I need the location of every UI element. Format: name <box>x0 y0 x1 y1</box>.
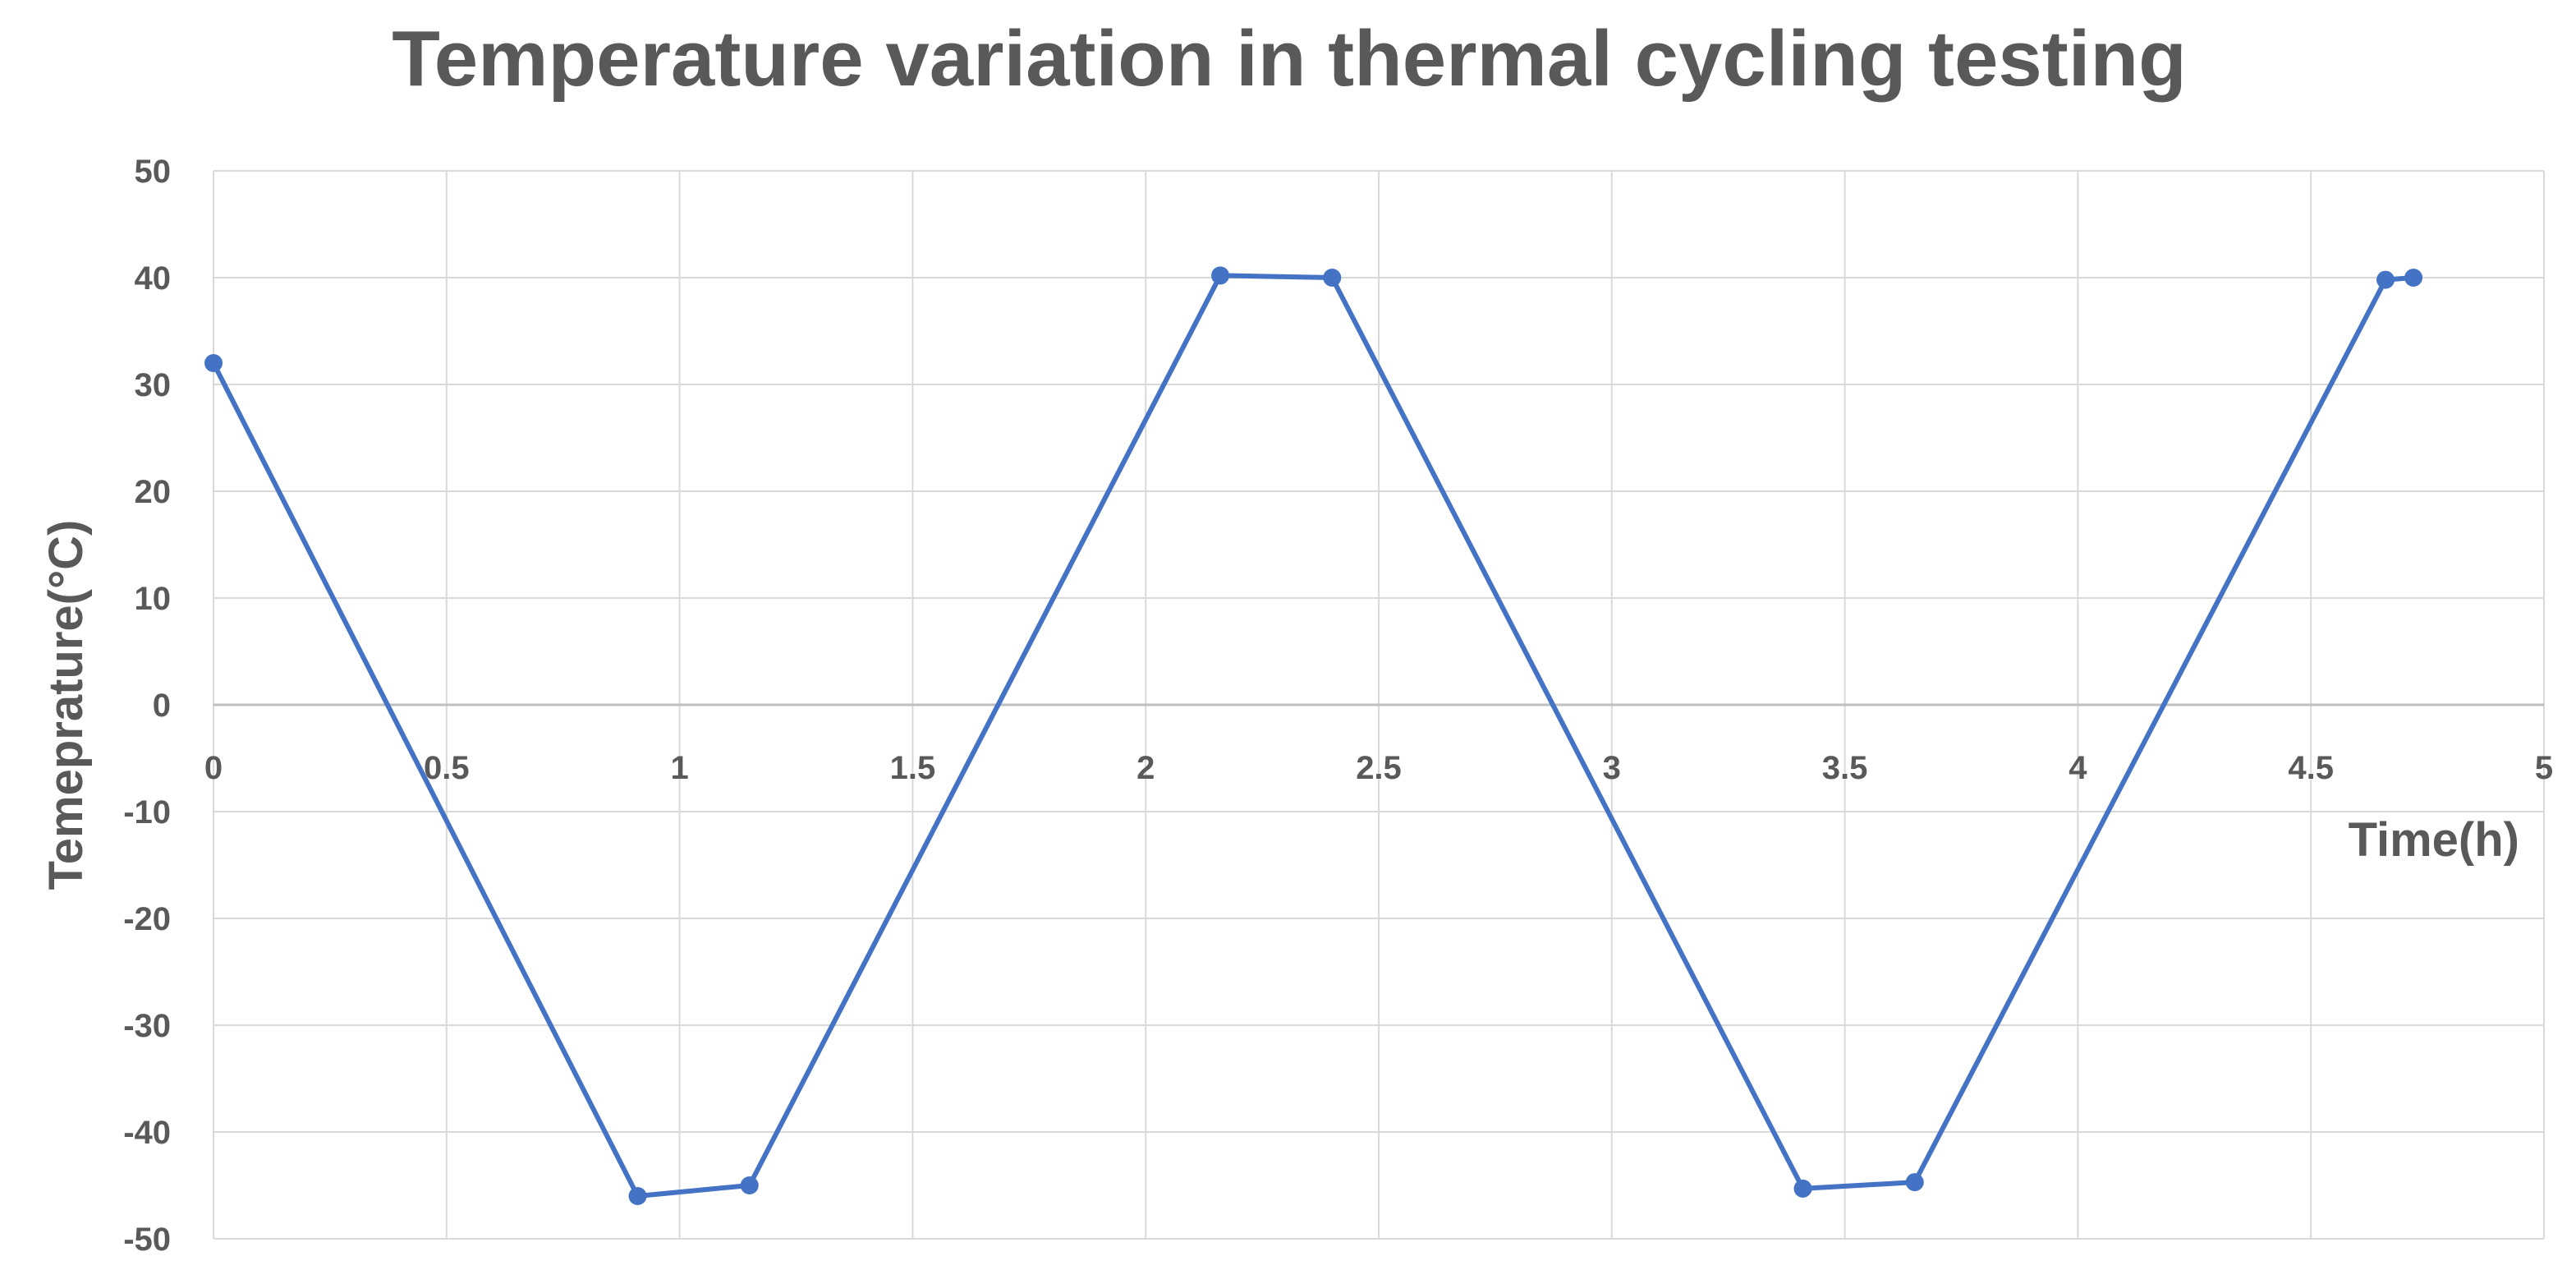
x-tick-label: 1.5 <box>890 750 936 786</box>
y-tick-label: -50 <box>123 1222 171 1258</box>
x-tick-label: 3.5 <box>1822 750 1868 786</box>
grid <box>213 170 2545 1240</box>
y-tick-label: 20 <box>135 474 172 510</box>
y-tick-label: -20 <box>123 901 171 937</box>
x-tick-label: 4 <box>2069 750 2087 786</box>
x-tick-label: 5 <box>2535 750 2553 786</box>
y-tick-label: 10 <box>135 581 172 617</box>
data-point <box>1793 1179 1812 1198</box>
x-axis-label: Time(h) <box>2349 813 2519 867</box>
y-tick-label: 50 <box>135 154 172 190</box>
series-line <box>211 273 2414 1199</box>
series <box>204 266 2423 1205</box>
x-tick-label: 0 <box>204 750 223 786</box>
data-point <box>204 354 223 372</box>
x-tick-label: 1 <box>670 750 688 786</box>
y-tick-label: -10 <box>123 794 171 831</box>
y-tick-label: 30 <box>135 367 172 403</box>
data-point <box>628 1187 647 1205</box>
y-tick-labels: 50 40 30 20 10 0 -10 -20 -30 -40 -50 <box>123 154 171 1258</box>
y-tick-label: 40 <box>135 260 172 297</box>
x-tick-label: 3 <box>1603 750 1621 786</box>
x-tick-label: 4.5 <box>2288 750 2334 786</box>
y-tick-label: 0 <box>153 688 171 724</box>
x-tick-label: 2 <box>1136 750 1155 786</box>
y-tick-label: -30 <box>123 1008 171 1044</box>
x-tick-label: 0.5 <box>424 750 470 786</box>
x-tick-label: 2.5 <box>1356 750 1402 786</box>
chart-title: Temperature variation in thermal cycling… <box>392 15 2186 103</box>
x-tick-labels: 0 0.5 1 1.5 2 2.5 3 3.5 4 4.5 5 <box>204 750 2553 786</box>
data-point <box>740 1176 759 1194</box>
data-point <box>1211 266 1230 285</box>
data-point <box>1323 269 1342 287</box>
data-point <box>1905 1173 1924 1192</box>
y-tick-label: -40 <box>123 1115 171 1151</box>
data-point <box>2376 270 2395 289</box>
data-point <box>2404 269 2423 287</box>
y-axis-label: Temepratur­e(°C) <box>39 520 93 890</box>
